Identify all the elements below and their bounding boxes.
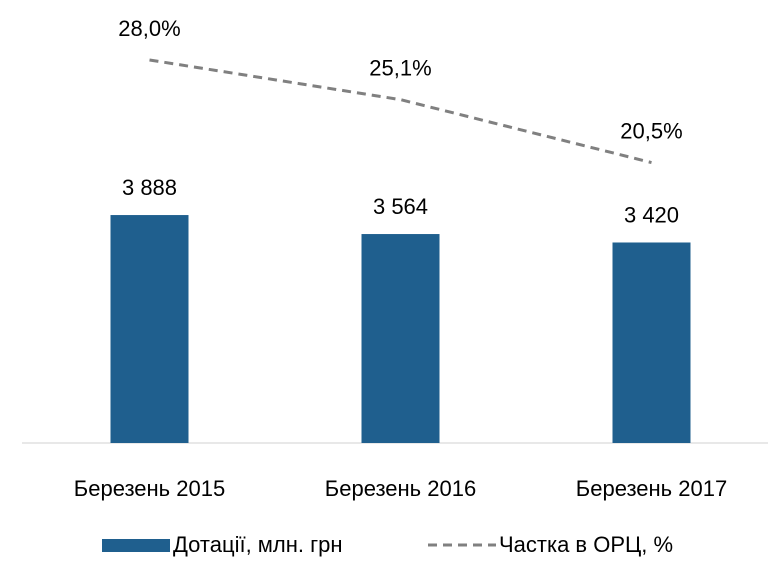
x-tick-label: Березень 2015 (74, 476, 225, 501)
data-label: 25,1% (369, 55, 431, 80)
x-tick-label: Березень 2017 (576, 476, 727, 501)
bar (361, 234, 440, 443)
legend-swatch (102, 539, 170, 552)
data-label: 28,0% (118, 16, 180, 41)
data-label: 3 564 (373, 194, 428, 219)
line (149, 58, 652, 165)
legend-label: Частка в ОРЦ, % (499, 532, 673, 557)
data-label: 3 420 (624, 202, 679, 227)
bar (110, 215, 189, 443)
legend-label: Дотації, млн. грн (173, 532, 343, 557)
x-tick-label: Березень 2016 (325, 476, 476, 501)
data-label: 20,5% (620, 118, 682, 143)
bar (612, 242, 691, 443)
data-label: 3 888 (122, 175, 177, 200)
